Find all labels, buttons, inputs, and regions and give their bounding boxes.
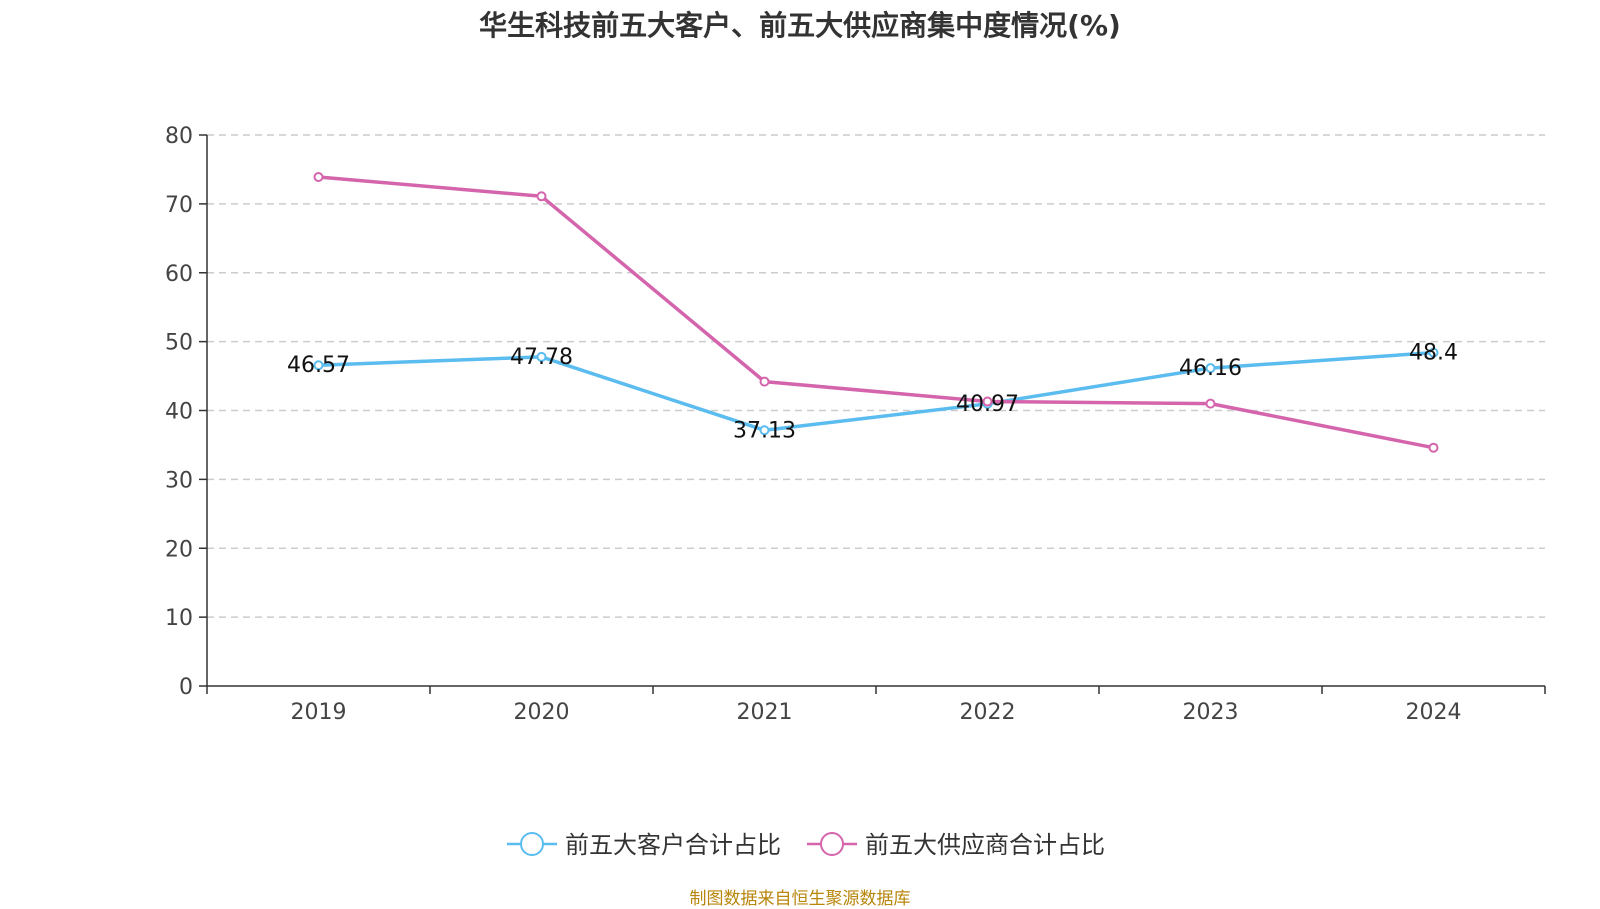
data-point bbox=[1205, 398, 1216, 409]
legend-marker-icon bbox=[520, 832, 544, 856]
data-point bbox=[982, 396, 993, 407]
legend-label: 前五大供应商合计占比 bbox=[865, 831, 1105, 859]
y-tick-label: 20 bbox=[165, 537, 193, 562]
data-point bbox=[759, 425, 770, 436]
data-point bbox=[536, 191, 547, 202]
y-tick-label: 30 bbox=[165, 468, 193, 493]
x-tick-label: 2023 bbox=[1183, 700, 1239, 725]
x-tick-label: 2022 bbox=[960, 700, 1016, 725]
legend-item-2[interactable]: 前五大供应商合计占比 bbox=[807, 831, 1105, 859]
data-point bbox=[1428, 442, 1439, 453]
series-line-2 bbox=[318, 175, 1434, 450]
data-label: 48.4 bbox=[1409, 341, 1458, 366]
axes: 0 10 20 30 40 50 60 70 80 2019 2020 2021 2022 2023 202… bbox=[165, 124, 1546, 725]
data-point bbox=[759, 376, 770, 387]
y-tick-label: 10 bbox=[165, 606, 193, 631]
y-tick-label: 0 bbox=[179, 675, 193, 700]
y-tick-label: 60 bbox=[165, 262, 193, 287]
data-label: 37.13 bbox=[733, 418, 796, 443]
data-label: 46.57 bbox=[287, 353, 350, 378]
y-tick-label: 70 bbox=[165, 193, 193, 218]
y-tick-label: 50 bbox=[165, 331, 193, 356]
series-line-1 bbox=[318, 350, 1434, 433]
legend-label: 前五大客户合计占比 bbox=[565, 831, 781, 859]
x-tick-label: 2021 bbox=[737, 700, 793, 725]
data-labels: 46.57 47.78 37.13 40.97 46.16 48.4 bbox=[287, 341, 1458, 444]
legend[interactable]: 前五大客户合计占比 前五大供应商合计占比 bbox=[507, 831, 1105, 859]
grid-lines bbox=[207, 134, 1545, 618]
x-tick-label: 2019 bbox=[291, 700, 347, 725]
y-tick-label: 40 bbox=[165, 400, 193, 425]
data-label: 47.78 bbox=[510, 345, 573, 370]
data-label: 46.16 bbox=[1179, 356, 1242, 381]
y-tick-label: 80 bbox=[165, 124, 193, 149]
data-point bbox=[313, 172, 324, 183]
data-point bbox=[313, 360, 324, 371]
x-tick-label: 2024 bbox=[1406, 700, 1462, 725]
legend-marker-icon bbox=[820, 832, 844, 856]
data-point bbox=[1205, 363, 1216, 374]
series bbox=[313, 172, 1439, 453]
source-note: 制图数据来自恒生聚源数据库 bbox=[689, 889, 911, 909]
data-point bbox=[1428, 347, 1439, 358]
chart-title: 华生科技前五大客户、前五大供应商集中度情况(%) bbox=[479, 9, 1121, 42]
x-tick-label: 2020 bbox=[514, 700, 570, 725]
data-label: 40.97 bbox=[956, 392, 1019, 417]
data-point bbox=[536, 351, 547, 362]
legend-item-1[interactable]: 前五大客户合计占比 bbox=[507, 831, 781, 859]
